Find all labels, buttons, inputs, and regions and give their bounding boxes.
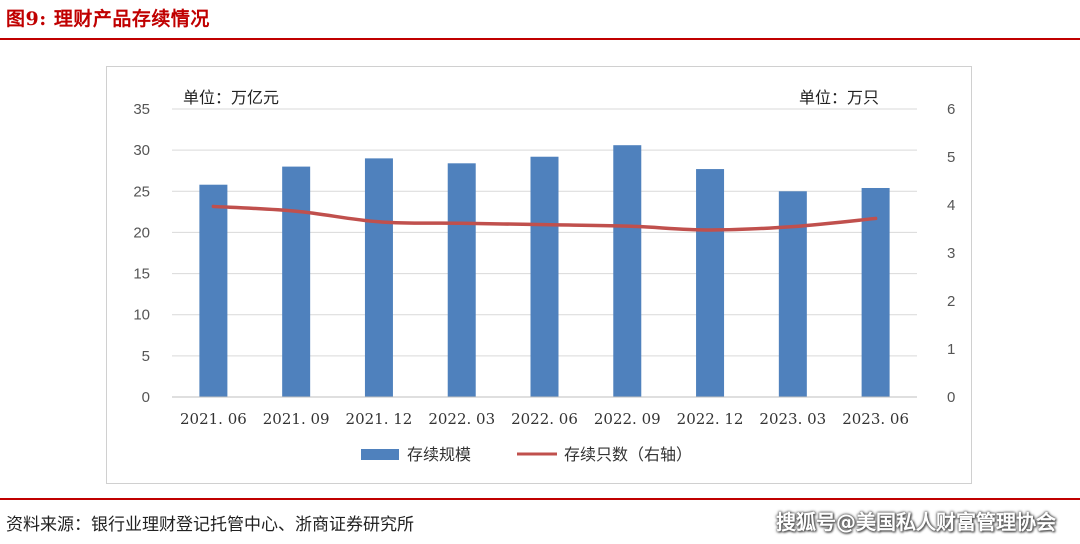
right-tick-label: 4	[947, 197, 955, 214]
bottom-divider	[0, 498, 1080, 500]
left-tick-label: 15	[133, 266, 150, 283]
left-tick-label: 5	[142, 348, 150, 365]
left-tick-label: 35	[133, 101, 150, 118]
bar	[199, 184, 228, 397]
legend-bar-label: 存续规模	[407, 445, 471, 464]
legend-bar-swatch	[361, 449, 399, 460]
source-note: 资料来源：银行业理财登记托管中心、浙商证券研究所	[6, 515, 414, 535]
x-tick-label: 2021. 09	[263, 410, 330, 428]
figure-title: 图9: 理财产品存续情况	[6, 8, 210, 30]
x-tick-label: 2022. 09	[594, 410, 661, 428]
left-tick-label: 25	[133, 183, 150, 200]
x-tick-label: 2021. 06	[180, 410, 247, 428]
left-tick-label: 30	[133, 142, 150, 159]
x-tick-label: 2022. 06	[511, 410, 578, 428]
bar	[861, 187, 890, 397]
left-tick-label: 0	[142, 389, 150, 406]
x-tick-label: 2022. 12	[677, 410, 744, 428]
bar	[364, 158, 393, 397]
top-divider	[0, 38, 1080, 40]
right-tick-label: 3	[947, 245, 955, 262]
x-tick-label: 2023. 03	[759, 410, 826, 428]
left-tick-label: 10	[133, 307, 150, 324]
bar	[447, 163, 476, 397]
bar	[778, 191, 807, 397]
legend: 存续规模 存续只数（右轴）	[361, 445, 692, 464]
watermark: 搜狐号@美国私人财富管理协会	[776, 510, 1056, 534]
bar	[282, 166, 311, 397]
right-unit-label: 单位：万只	[799, 88, 879, 107]
right-tick-label: 6	[947, 101, 955, 118]
bar-series	[199, 145, 890, 397]
count-line	[211, 204, 878, 232]
bar	[530, 156, 559, 397]
bar	[613, 145, 642, 397]
right-axis-ticks: 0 1 2 3 4 5 6	[947, 101, 955, 406]
left-axis-ticks: 0 5 10 15 20 25 30 35	[133, 101, 150, 406]
legend-line-label: 存续只数（右轴）	[564, 445, 692, 464]
right-tick-label: 0	[947, 389, 955, 406]
right-tick-label: 1	[947, 341, 955, 358]
right-tick-label: 5	[947, 149, 955, 166]
line-series	[211, 204, 878, 232]
bar	[696, 169, 725, 397]
left-unit-label: 单位：万亿元	[183, 88, 279, 107]
x-tick-label: 2022. 03	[428, 410, 495, 428]
left-tick-label: 20	[133, 224, 150, 241]
x-tick-label: 2023. 06	[842, 410, 909, 428]
x-axis-ticks: 2021. 06 2021. 09 2021. 12 2022. 03 2022. 06…	[180, 410, 909, 428]
right-tick-label: 2	[947, 293, 955, 310]
x-tick-label: 2021. 12	[346, 410, 413, 428]
